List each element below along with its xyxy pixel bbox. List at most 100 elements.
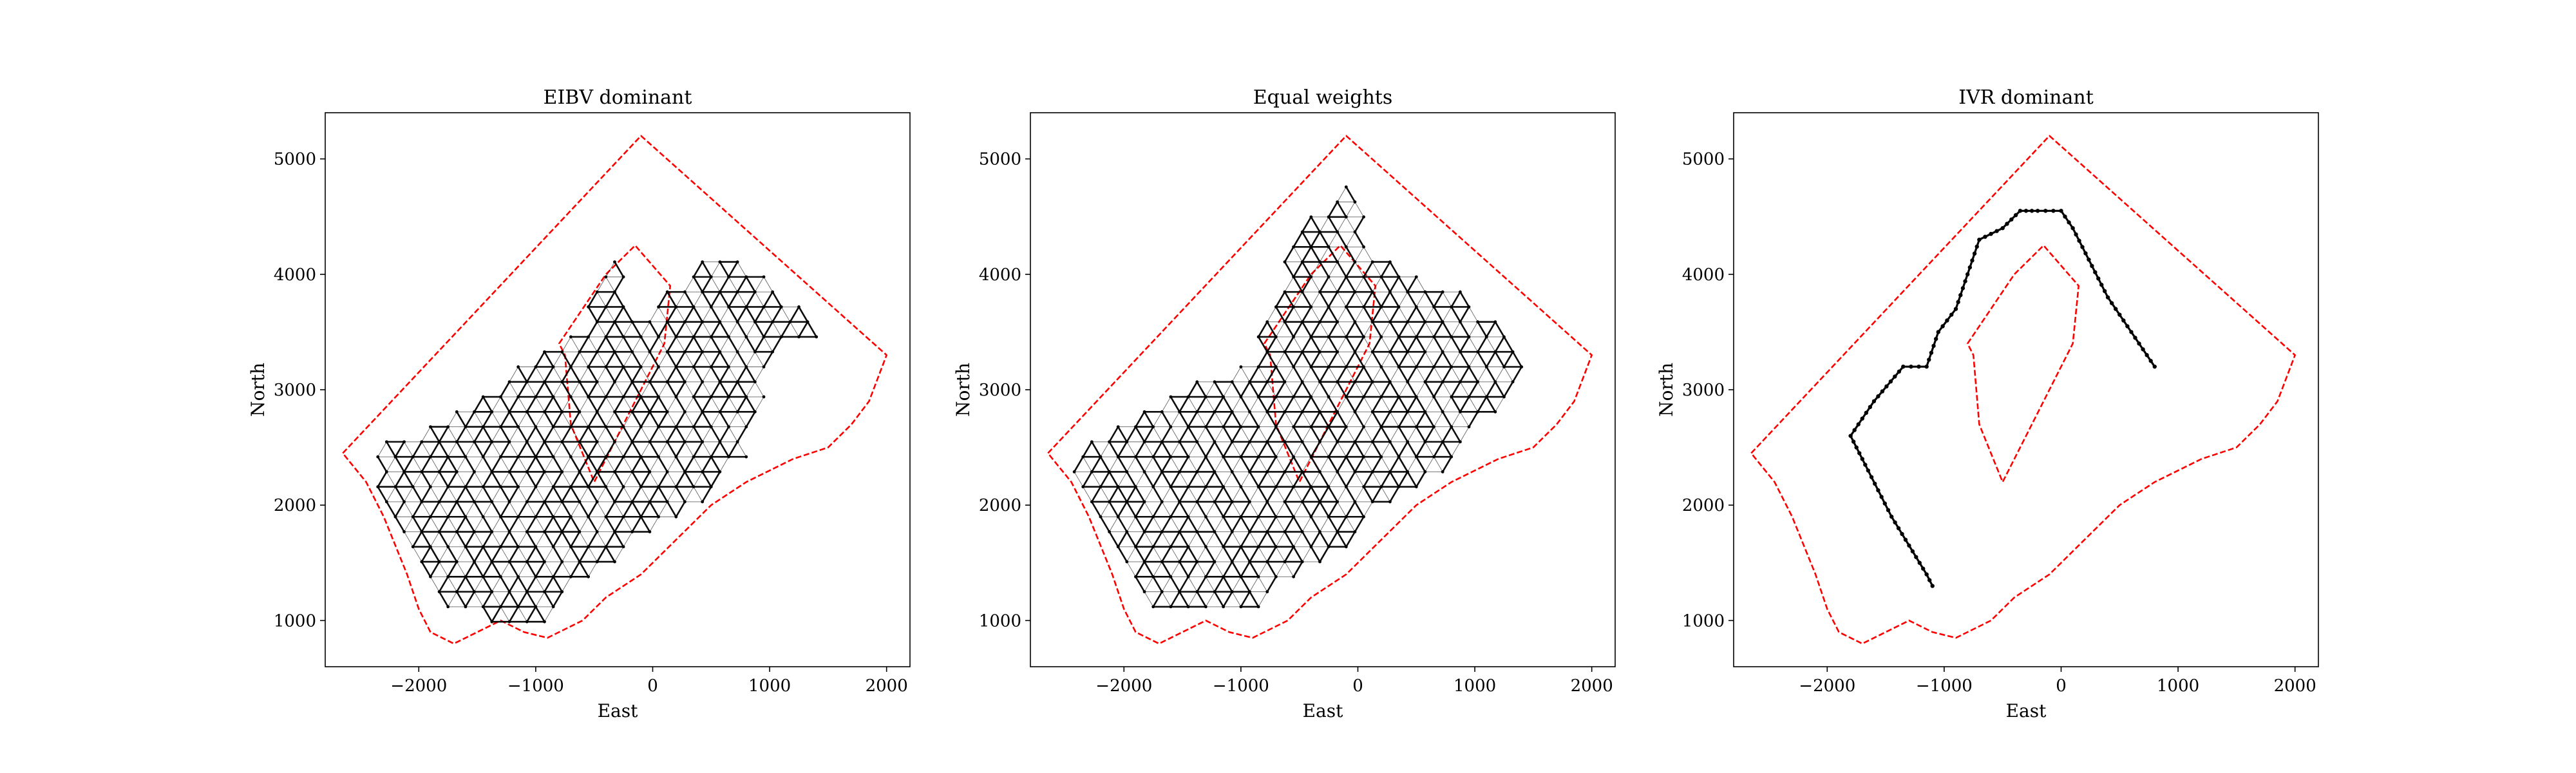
path-segment	[685, 352, 694, 367]
path-segment	[1108, 471, 1119, 488]
path-segment	[1459, 336, 1470, 352]
path-segment	[1302, 501, 1312, 517]
path-segment	[1345, 186, 1356, 203]
path-segment	[746, 352, 755, 367]
path-segment	[421, 561, 431, 578]
path-segment	[1345, 231, 1356, 247]
path-segment	[1397, 321, 1408, 338]
path-segment	[1240, 576, 1251, 593]
path-segment	[1310, 336, 1321, 352]
path-segment	[1240, 531, 1251, 548]
path-segment	[518, 606, 527, 622]
path-segment	[614, 426, 624, 443]
path-segment	[1257, 531, 1268, 548]
axes-frame	[325, 112, 911, 667]
path-segment	[1196, 576, 1207, 593]
path-node	[1901, 364, 1906, 369]
path-segment	[1354, 351, 1365, 368]
path-segment	[623, 531, 633, 548]
path-segment	[1372, 336, 1382, 352]
path-segment	[596, 531, 607, 548]
path-segment	[377, 456, 388, 473]
path-segment	[1231, 411, 1242, 428]
path-segment	[649, 456, 659, 472]
path-segment	[675, 396, 686, 412]
path-segment	[1380, 276, 1391, 292]
path-segment	[1302, 321, 1312, 338]
path-segment	[631, 471, 642, 488]
path-segment	[587, 306, 598, 323]
path-node	[2125, 324, 2130, 329]
path-segment	[667, 306, 677, 323]
path-segment	[605, 307, 615, 322]
path-segment	[482, 411, 493, 428]
path-segment	[1249, 486, 1259, 502]
path-node	[1914, 555, 1918, 559]
path-segment	[1345, 336, 1356, 352]
path-segment	[377, 486, 388, 502]
path-segment	[1468, 366, 1479, 383]
path-segment	[1188, 516, 1198, 533]
path-segment	[1397, 276, 1408, 292]
path-segment	[737, 351, 747, 368]
path-segment	[448, 531, 457, 548]
path-segment	[1197, 472, 1206, 487]
path-segment	[640, 471, 651, 488]
path-segment	[1293, 471, 1303, 488]
y-tick-label: 1000	[1682, 611, 1725, 631]
path-segment	[404, 501, 413, 517]
path-segment	[544, 561, 554, 577]
path-segment	[552, 531, 563, 548]
path-segment	[1494, 336, 1505, 352]
path-segment	[430, 472, 440, 487]
path-segment	[622, 441, 633, 457]
path-segment	[1249, 366, 1260, 383]
path-segment	[1108, 426, 1119, 443]
path-node	[1917, 560, 1922, 565]
path-node	[613, 260, 616, 263]
path-segment	[1283, 246, 1294, 263]
path-segment	[1345, 216, 1356, 233]
path-segment	[631, 501, 642, 517]
path-segment	[1135, 516, 1146, 533]
path-segment	[1275, 396, 1285, 412]
path-segment	[1231, 486, 1242, 502]
path-segment	[692, 381, 703, 397]
path-segment	[1397, 336, 1408, 352]
path-segment	[1327, 516, 1338, 533]
path-segment	[710, 381, 721, 397]
path-segment	[649, 321, 659, 338]
path-segment	[728, 276, 738, 292]
path-segment	[579, 352, 589, 367]
path-segment	[1266, 516, 1277, 533]
path-segment	[1283, 546, 1294, 562]
path-segment	[412, 472, 422, 487]
path-segment	[500, 591, 511, 607]
path-segment	[535, 381, 545, 397]
path-segment	[482, 396, 493, 412]
path-segment	[737, 441, 747, 457]
path-segment	[1249, 396, 1259, 412]
path-segment	[701, 276, 712, 292]
path-segment	[517, 501, 528, 517]
path-segment	[1153, 546, 1162, 562]
path-segment	[1213, 576, 1224, 593]
path-node	[2141, 347, 2145, 352]
path-segment	[1336, 231, 1347, 247]
path-segment	[1302, 456, 1312, 472]
path-segment	[1249, 516, 1260, 533]
path-segment	[588, 561, 598, 577]
path-node	[2148, 359, 2153, 363]
path-segment	[430, 486, 440, 502]
path-segment	[1363, 321, 1373, 338]
path-segment	[1319, 261, 1330, 278]
path-segment	[1152, 531, 1163, 548]
path-segment	[692, 306, 703, 323]
path-segment	[1188, 501, 1198, 517]
path-segment	[1372, 276, 1382, 292]
path-segment	[640, 411, 651, 428]
path-segment	[1354, 426, 1365, 443]
path-segment	[482, 486, 493, 502]
path-segment	[649, 472, 659, 487]
path-segment	[1293, 247, 1303, 262]
